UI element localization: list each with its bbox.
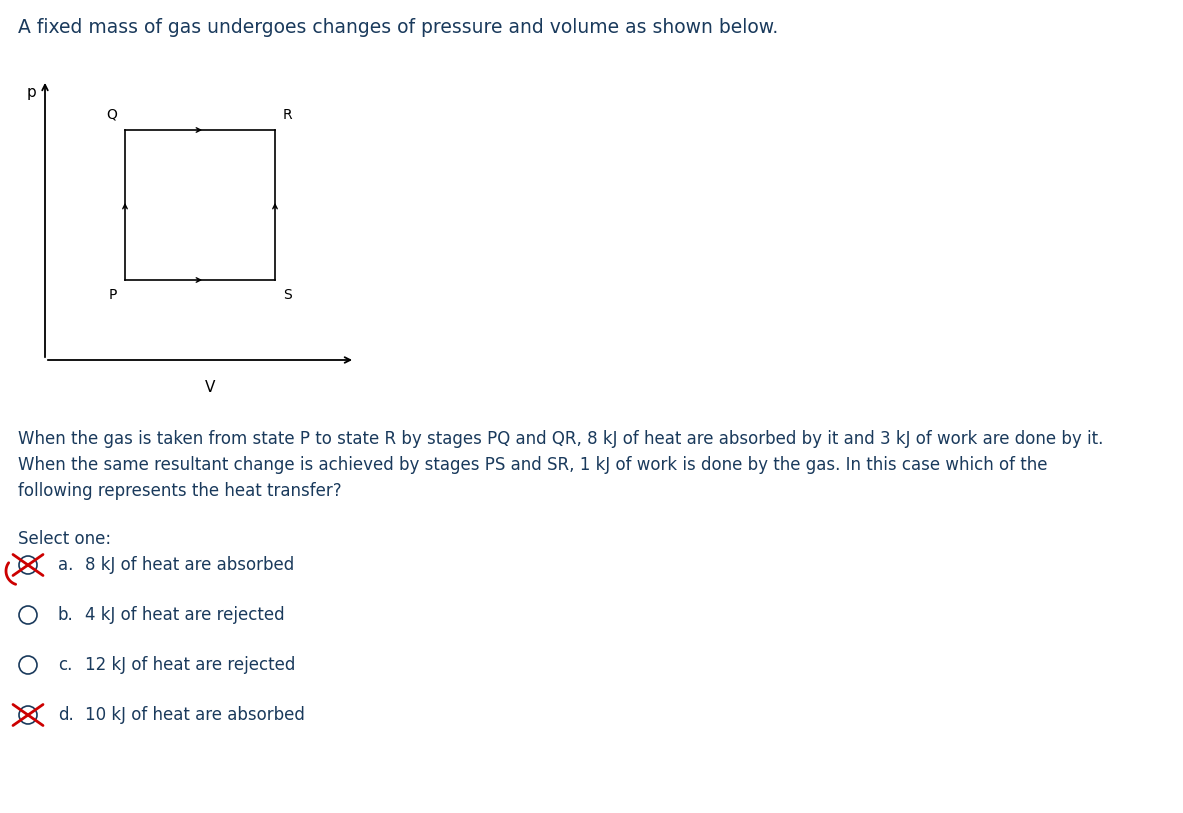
Text: S: S	[283, 288, 292, 302]
Text: 8 kJ of heat are absorbed: 8 kJ of heat are absorbed	[85, 556, 295, 574]
Text: When the gas is taken from state P to state R by stages PQ and QR, 8 kJ of heat : When the gas is taken from state P to st…	[18, 430, 1104, 448]
Text: A fixed mass of gas undergoes changes of pressure and volume as shown below.: A fixed mass of gas undergoes changes of…	[18, 18, 778, 37]
Text: following represents the heat transfer?: following represents the heat transfer?	[18, 482, 342, 500]
Text: a.: a.	[58, 556, 73, 574]
Text: Select one:: Select one:	[18, 530, 111, 548]
Text: 10 kJ of heat are absorbed: 10 kJ of heat are absorbed	[85, 706, 305, 724]
Text: 4 kJ of heat are rejected: 4 kJ of heat are rejected	[85, 606, 285, 624]
Text: P: P	[109, 288, 117, 302]
Text: V: V	[205, 380, 215, 395]
Text: Q: Q	[106, 108, 117, 122]
Text: c.: c.	[58, 656, 72, 674]
Text: 12 kJ of heat are rejected: 12 kJ of heat are rejected	[85, 656, 296, 674]
Text: d.: d.	[58, 706, 73, 724]
Text: R: R	[283, 108, 292, 122]
Text: p: p	[27, 85, 37, 100]
Text: When the same resultant change is achieved by stages PS and SR, 1 kJ of work is : When the same resultant change is achiev…	[18, 456, 1047, 474]
Text: b.: b.	[58, 606, 73, 624]
